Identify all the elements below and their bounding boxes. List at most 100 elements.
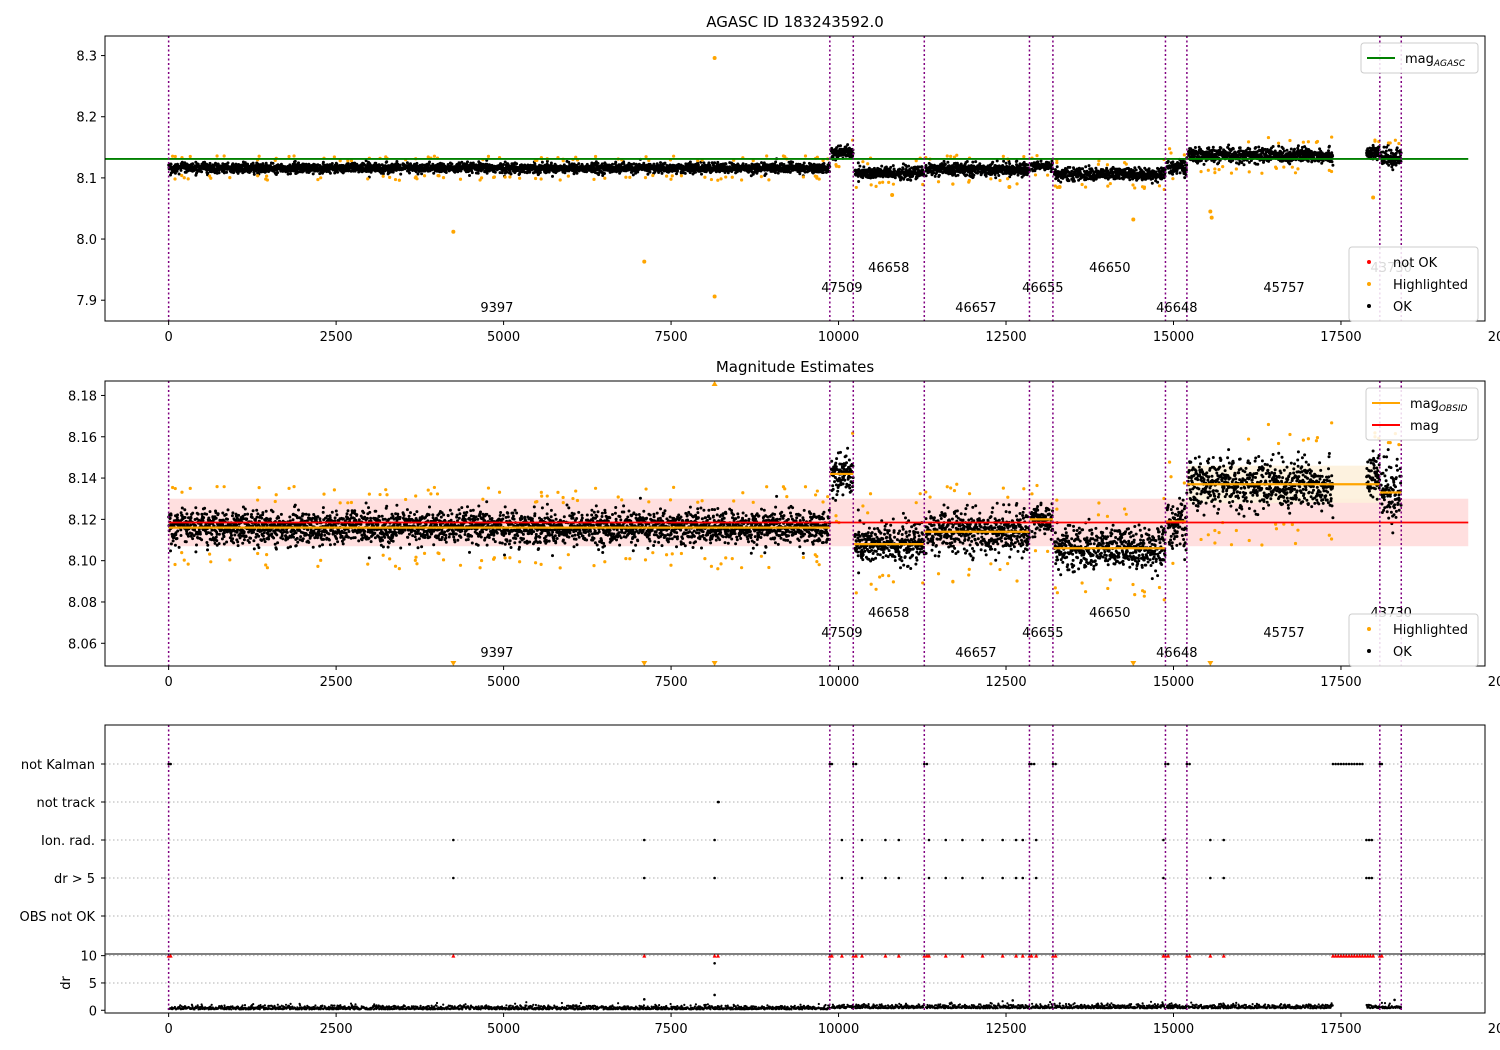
magnitude-panel-x-tick-label: 2500 [320,675,353,690]
highlighted-point [539,177,543,181]
highlighted-point [1246,140,1251,144]
highlighted-point [928,495,932,499]
highlighted-point [801,555,805,560]
highlighted-point [1022,487,1026,491]
legend-dot-swatch [1367,260,1371,264]
highlighted-point [404,497,408,502]
highlighted-point [679,174,684,178]
highlighted-point [1234,167,1238,171]
highlighted-point [1055,507,1059,511]
magnitude-panel-x-tick-label: 5000 [487,675,520,690]
flag-event-point [1336,762,1340,766]
flag-event-point [1350,762,1353,766]
dr-panel-x-tick-label: 17500 [1320,1022,1361,1037]
highlighted-point [458,177,463,181]
clipped-dr-marker [712,954,717,958]
highlighted-point [1006,495,1010,499]
highlighted-point [821,500,825,504]
highlighted-point [716,178,720,182]
highlighted-point [397,178,401,182]
highlighted-point [1142,594,1146,598]
legend-label: mag [1410,419,1439,434]
flag-event-point [897,876,901,880]
highlighted-point [1296,167,1300,171]
highlighted-point [1171,177,1175,181]
highlighted-point [1169,475,1173,479]
legend-box [1348,613,1479,667]
flag-event-point [961,838,964,842]
highlighted-outlier [1057,185,1062,190]
agasc-panel-axes: 9397475094665846657466554665046648457574… [76,35,1500,345]
flag-event-point [642,876,646,880]
highlighted-point [834,514,838,518]
legend-box [1365,387,1479,441]
highlighted-point [936,180,941,184]
highlighted-outlier [1131,217,1136,222]
highlighted-point [949,486,953,490]
agasc-panel-plot-area [105,36,1469,321]
highlighted-point [700,499,704,503]
clipped-dr-marker [642,954,647,958]
highlighted-point [918,492,922,496]
clipped-dr-marker [1221,954,1226,958]
highlighted-point [628,175,632,179]
flag-event-point [1014,838,1018,842]
legend-label: OK [1393,645,1412,660]
dr-panel-x-tick-label: 10000 [818,1022,859,1037]
highlighted-point [647,500,651,504]
highlighted-point [1290,165,1294,169]
highlighted-point [415,177,419,181]
highlighted-point [781,154,786,158]
highlighted-point [644,487,648,491]
highlighted-point [322,492,326,496]
highlighted-point [837,165,841,169]
flag-event-point [1034,876,1038,880]
clipped-point-marker [711,381,718,386]
clipped-dr-marker [1000,954,1005,958]
flag-event-point [1028,762,1031,766]
flag-event-point [1358,762,1362,766]
dr-outlier-point [642,998,646,1001]
highlighted-point [1083,185,1088,189]
highlighted-point [716,567,720,571]
highlighted-point [388,175,392,179]
highlighted-point [967,492,972,496]
highlighted-point [319,176,323,180]
highlighted-point [881,573,885,578]
highlighted-point [173,177,177,181]
highlighted-point [651,173,655,178]
agasc-panel-x-tick-label: 20000 [1488,330,1500,345]
highlighted-point [781,485,786,489]
highlighted-point [1386,440,1391,445]
flag-event-point [927,838,931,842]
legend-dot-swatch [1367,304,1371,308]
highlighted-point [422,551,427,555]
highlighted-point [561,495,565,500]
highlighted-point [1290,522,1294,527]
flag-event-point [981,838,984,842]
highlighted-point [914,159,918,163]
dr-axis-label: dr [59,976,74,990]
agasc-panel-x-tick-label: 0 [165,330,173,345]
highlighted-point [1314,439,1319,443]
highlighted-point [1096,513,1101,517]
obsid-label: 46650 [1089,606,1130,621]
highlighted-point [173,486,177,491]
highlighted-point [1133,593,1137,597]
highlighted-point [1182,481,1186,485]
highlighted-point [1046,173,1050,177]
highlighted-point [1108,181,1112,186]
clipped-dr-marker [1371,954,1376,958]
highlighted-point [384,488,388,492]
highlighted-point [620,498,624,502]
clipped-dr-marker [943,954,948,958]
flag-event-point [897,838,901,842]
highlighted-point [173,154,177,159]
clipped-dr-marker [883,954,888,958]
clipped-point-marker [1207,661,1214,666]
flag-event-point [860,876,864,880]
highlighted-point [1133,186,1137,190]
clipped-dr-marker [168,954,173,958]
highlighted-point [571,496,575,501]
clipped-dr-marker [859,954,864,958]
